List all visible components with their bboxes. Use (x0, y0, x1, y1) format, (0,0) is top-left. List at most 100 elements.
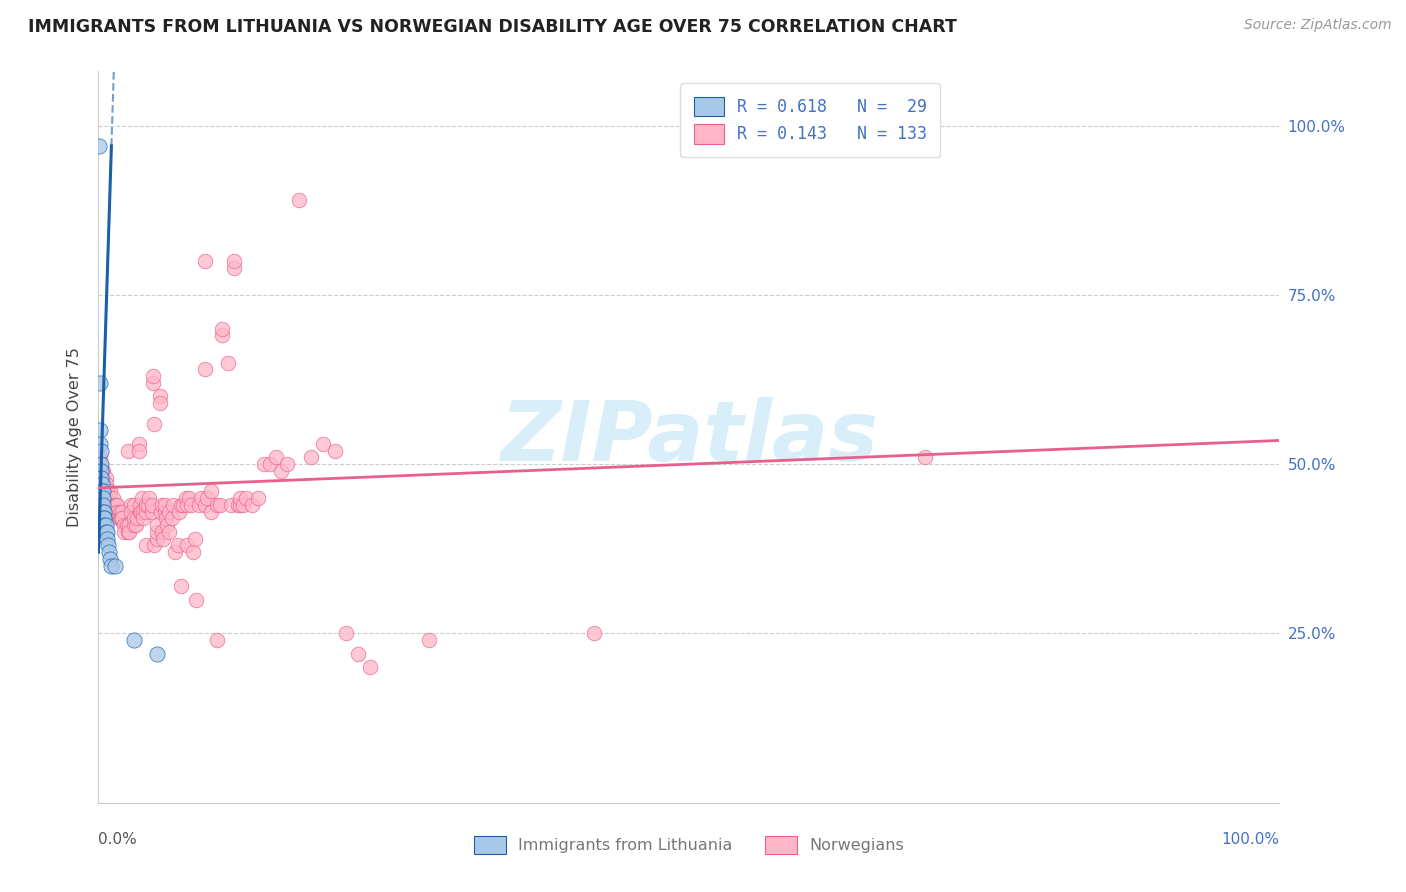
Point (135, 505, 157, 519)
Point (224, 254, 246, 268)
Point (138, 491, 160, 505)
Point (96, 484, 118, 499)
Point (146, 524, 169, 539)
Point (211, 328, 233, 343)
Point (91, 471, 114, 485)
Point (146, 518, 169, 533)
Point (96, 532, 118, 546)
Point (93, 511, 115, 525)
Point (299, 450, 322, 465)
Point (97, 491, 120, 505)
Point (270, 464, 292, 478)
Point (167, 505, 190, 519)
Point (90, 464, 112, 478)
Point (240, 498, 263, 512)
Point (184, 532, 207, 546)
Point (93, 505, 115, 519)
Point (93, 477, 115, 491)
Point (194, 498, 217, 512)
Point (149, 389, 172, 403)
Point (288, 193, 311, 207)
Point (418, 633, 440, 648)
Point (110, 511, 132, 525)
Point (264, 450, 287, 465)
Point (94, 518, 117, 533)
Point (101, 491, 124, 505)
Point (90, 464, 112, 478)
Point (89, 423, 111, 437)
Point (112, 518, 135, 533)
Point (157, 524, 180, 539)
Point (187, 498, 209, 512)
Point (105, 498, 128, 512)
Point (157, 505, 180, 519)
Point (276, 457, 298, 471)
Point (231, 498, 253, 512)
Point (150, 498, 173, 512)
Point (128, 443, 150, 458)
Point (111, 505, 134, 519)
Point (209, 498, 232, 512)
Point (89, 457, 111, 471)
Point (128, 505, 150, 519)
Point (89, 139, 111, 153)
Point (121, 498, 143, 512)
Point (142, 538, 165, 552)
Point (219, 498, 242, 512)
Point (179, 491, 201, 505)
Point (91, 498, 114, 512)
Point (205, 498, 228, 512)
Point (176, 498, 198, 512)
Point (128, 498, 150, 512)
Point (195, 491, 218, 505)
Point (125, 518, 148, 533)
Point (98, 552, 121, 566)
Point (117, 524, 139, 539)
Point (118, 518, 141, 533)
Point (98, 545, 121, 559)
Point (91, 464, 114, 478)
Point (94, 471, 117, 485)
Point (229, 498, 252, 512)
Point (180, 498, 202, 512)
Point (259, 457, 281, 471)
Point (323, 443, 346, 458)
Text: 100.0%: 100.0% (1222, 832, 1279, 847)
Point (96, 524, 118, 539)
Point (150, 505, 173, 519)
Point (93, 518, 115, 533)
Point (186, 592, 208, 607)
Point (146, 532, 169, 546)
Point (131, 491, 153, 505)
Point (107, 511, 129, 525)
Point (142, 369, 165, 384)
Point (226, 498, 249, 512)
Point (583, 626, 606, 640)
Point (142, 417, 165, 431)
Point (335, 626, 357, 640)
Point (174, 491, 197, 505)
Point (100, 558, 122, 573)
Point (235, 491, 257, 505)
Point (94, 477, 117, 491)
Point (122, 518, 145, 533)
Point (160, 511, 183, 525)
Point (98, 484, 121, 499)
Text: 0.0%: 0.0% (98, 832, 138, 847)
Point (170, 579, 193, 593)
Point (172, 498, 194, 512)
Point (122, 498, 145, 512)
Point (122, 511, 145, 525)
Point (166, 538, 188, 552)
Point (141, 505, 163, 519)
Point (118, 524, 141, 539)
Point (91, 477, 114, 491)
Point (90, 471, 112, 485)
Point (129, 505, 152, 519)
Legend: Immigrants from Lithuania, Norwegians: Immigrants from Lithuania, Norwegians (467, 830, 911, 861)
Point (135, 538, 157, 552)
Point (205, 633, 228, 648)
Point (117, 443, 139, 458)
Point (122, 633, 145, 648)
Point (128, 437, 150, 451)
